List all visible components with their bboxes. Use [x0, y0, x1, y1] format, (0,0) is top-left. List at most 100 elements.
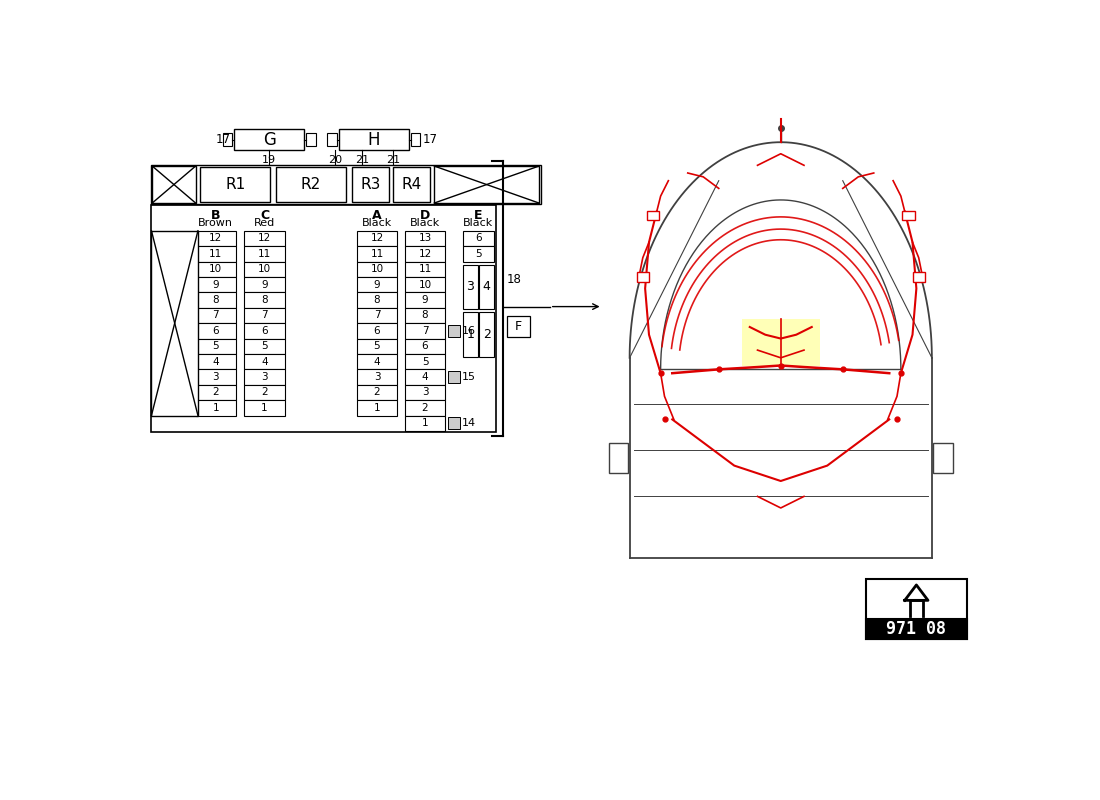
- Text: 8: 8: [374, 295, 381, 305]
- Bar: [356, 338, 397, 354]
- Bar: [463, 246, 494, 262]
- Bar: [196, 323, 235, 338]
- Text: 6: 6: [421, 342, 428, 351]
- Bar: [244, 292, 285, 308]
- Bar: [405, 338, 446, 354]
- Bar: [637, 272, 649, 282]
- Bar: [244, 262, 285, 277]
- Text: 12: 12: [371, 234, 384, 243]
- Bar: [356, 385, 397, 400]
- Text: 10: 10: [371, 264, 384, 274]
- Bar: [276, 167, 346, 202]
- Text: 10: 10: [209, 264, 222, 274]
- Text: 6: 6: [475, 234, 482, 243]
- Bar: [463, 265, 477, 310]
- Text: 6: 6: [262, 326, 268, 336]
- Bar: [448, 417, 460, 430]
- Text: 11: 11: [258, 249, 272, 259]
- Bar: [405, 385, 446, 400]
- Text: 7: 7: [262, 310, 268, 321]
- Text: 7: 7: [212, 310, 219, 321]
- Text: 5: 5: [374, 342, 381, 351]
- Bar: [196, 230, 235, 246]
- Text: 3: 3: [374, 372, 381, 382]
- Bar: [405, 308, 446, 323]
- Text: 9: 9: [212, 280, 219, 290]
- Bar: [411, 134, 420, 146]
- Bar: [356, 354, 397, 370]
- Bar: [405, 277, 446, 292]
- Text: 21: 21: [355, 155, 370, 166]
- Text: 2: 2: [212, 387, 219, 398]
- Bar: [152, 205, 495, 433]
- Bar: [152, 230, 198, 415]
- Bar: [244, 370, 285, 385]
- Text: 1: 1: [374, 403, 381, 413]
- Text: 10: 10: [258, 264, 272, 274]
- Bar: [356, 262, 397, 277]
- Text: 1: 1: [421, 418, 428, 428]
- Bar: [405, 415, 446, 431]
- Text: B: B: [211, 209, 220, 222]
- Text: 10: 10: [418, 280, 431, 290]
- Text: 8: 8: [212, 295, 219, 305]
- Bar: [608, 442, 628, 474]
- Text: 8: 8: [262, 295, 268, 305]
- Bar: [356, 400, 397, 415]
- Text: 4: 4: [212, 357, 219, 366]
- Bar: [339, 129, 409, 150]
- Text: 11: 11: [418, 264, 431, 274]
- Bar: [356, 277, 397, 292]
- Text: 2: 2: [374, 387, 381, 398]
- Text: 11: 11: [209, 249, 222, 259]
- Text: Red: Red: [254, 218, 275, 229]
- Text: 1: 1: [262, 403, 268, 413]
- Bar: [222, 134, 232, 146]
- Bar: [463, 312, 477, 357]
- Text: Black: Black: [362, 218, 392, 229]
- Bar: [244, 277, 285, 292]
- Bar: [356, 370, 397, 385]
- Text: 6: 6: [212, 326, 219, 336]
- Bar: [244, 308, 285, 323]
- Text: 13: 13: [418, 234, 431, 243]
- Text: 20: 20: [328, 155, 342, 166]
- Bar: [152, 166, 196, 203]
- Bar: [196, 400, 235, 415]
- Bar: [866, 578, 967, 639]
- Bar: [405, 230, 446, 246]
- Text: 21: 21: [386, 155, 400, 166]
- Bar: [196, 385, 235, 400]
- Text: 15: 15: [462, 372, 475, 382]
- Text: 5: 5: [421, 357, 428, 366]
- Bar: [244, 230, 285, 246]
- Text: 971 08: 971 08: [887, 620, 946, 638]
- Bar: [244, 385, 285, 400]
- Text: 4: 4: [374, 357, 381, 366]
- Text: 7: 7: [421, 326, 428, 336]
- Bar: [405, 370, 446, 385]
- Text: C: C: [260, 209, 270, 222]
- Bar: [394, 167, 430, 202]
- Text: Black: Black: [410, 218, 440, 229]
- Bar: [507, 316, 530, 338]
- Text: 3: 3: [262, 372, 268, 382]
- Text: Black: Black: [463, 218, 494, 229]
- Text: 19: 19: [262, 155, 276, 166]
- Text: 16: 16: [462, 326, 475, 336]
- Text: 17: 17: [422, 133, 438, 146]
- Text: G: G: [263, 130, 276, 149]
- Bar: [196, 338, 235, 354]
- Bar: [356, 292, 397, 308]
- Text: 18: 18: [506, 273, 521, 286]
- Text: 3: 3: [466, 281, 474, 294]
- Bar: [480, 265, 494, 310]
- Text: 4: 4: [421, 372, 428, 382]
- Bar: [200, 167, 270, 202]
- Bar: [448, 325, 460, 337]
- Text: 1: 1: [466, 328, 474, 341]
- Text: 9: 9: [262, 280, 268, 290]
- Bar: [356, 323, 397, 338]
- Bar: [405, 400, 446, 415]
- Bar: [434, 166, 539, 203]
